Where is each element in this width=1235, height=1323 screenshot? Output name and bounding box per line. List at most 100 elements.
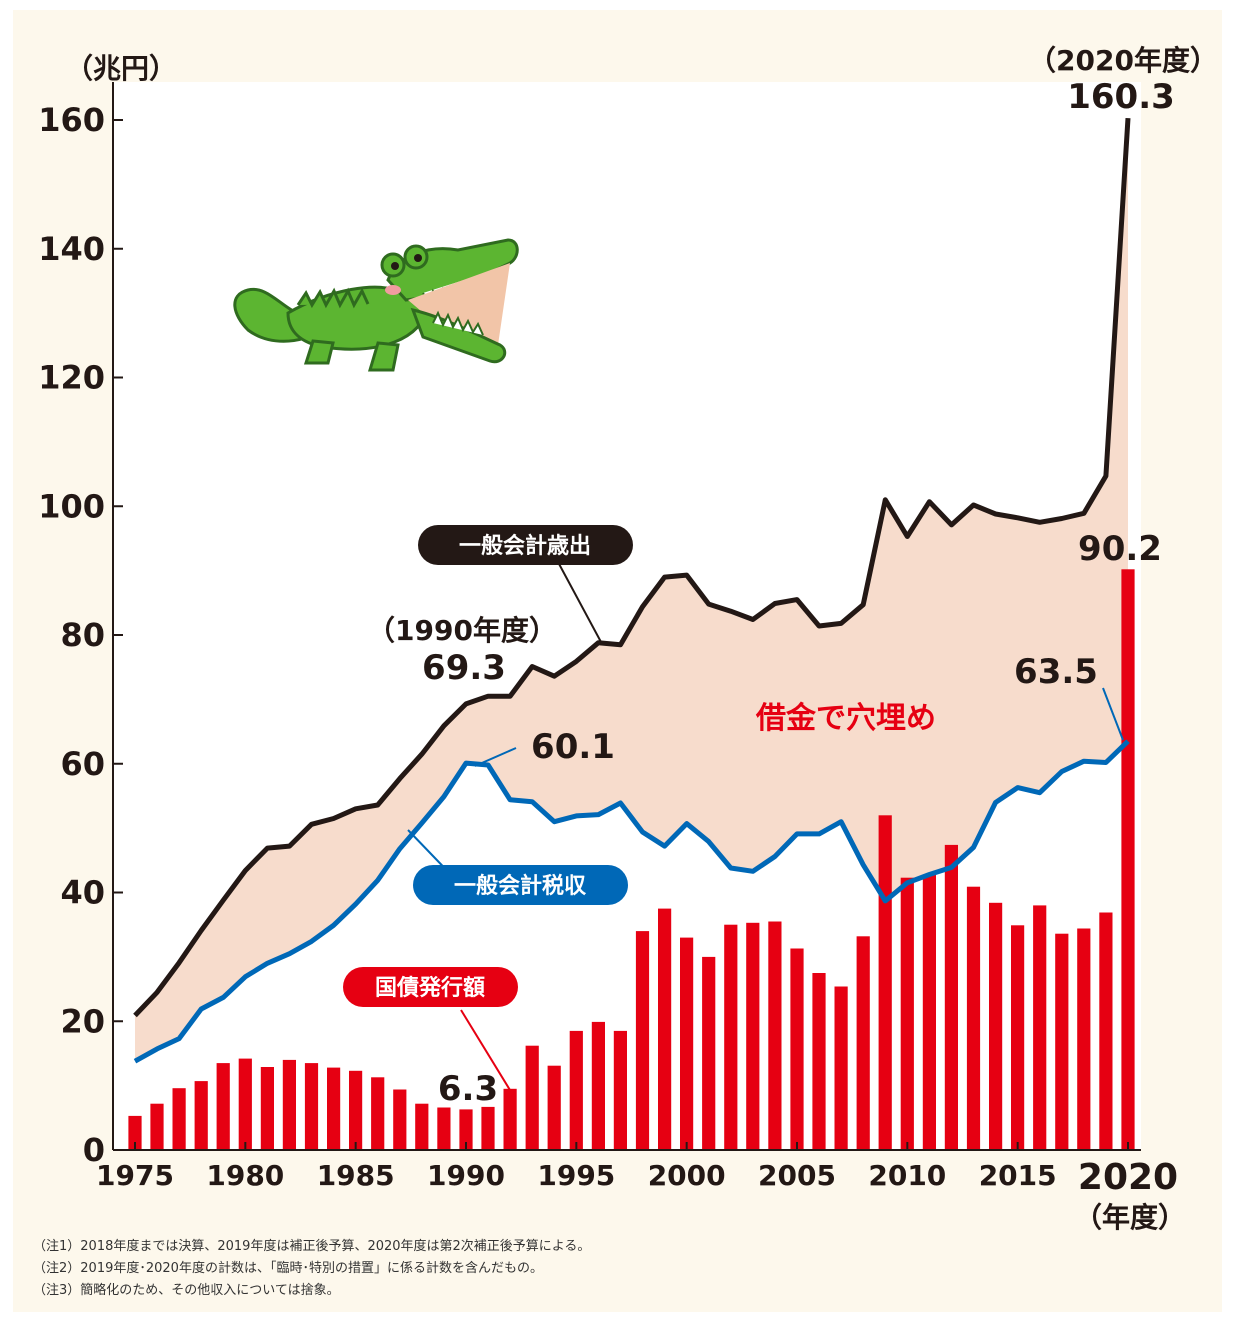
fiscal-chart: 0 20 40 60 80 100 120 140 160 1975 1980 1985 1990 199…: [38, 44, 1218, 1234]
bond-bar-1989: [437, 1107, 451, 1150]
line-layer: [133, 117, 1131, 1064]
bond-bar-2011: [922, 874, 936, 1150]
bond-bar-1987: [393, 1089, 407, 1150]
crocodile-lower-teeth: [432, 310, 484, 336]
footnote-3: （注3）簡略化のため、その他収入については捨象。: [33, 1283, 340, 1298]
y-tick-label-40: 40: [60, 874, 105, 912]
bond-bar-2019: [1099, 912, 1113, 1150]
x-unit-label: （年度）: [1074, 1201, 1186, 1234]
y-tick-label-80: 80: [60, 616, 105, 654]
x-tick-label-2000: 2000: [648, 1159, 726, 1192]
annotation-bond-1990-value: 6.3: [438, 1069, 498, 1109]
bond-bar-1976: [150, 1103, 164, 1150]
chart-frame: 0 20 40 60 80 100 120 140 160 1975 1980 1985 1990 199…: [13, 10, 1222, 1312]
footnotes: （注1）2018年度までは決算、2019年度は補正後予算、2020年度は第2次補…: [33, 1236, 1213, 1302]
bond-bar-2002: [724, 924, 738, 1150]
x-tick-label-1980: 1980: [206, 1159, 284, 1192]
tax-revenue-line: [133, 739, 1130, 1064]
bond-bar-1993: [525, 1045, 539, 1150]
bond-bar-2006: [812, 973, 826, 1150]
bond-bar-1983: [304, 1063, 319, 1150]
x-tick-label-2010: 2010: [868, 1159, 946, 1192]
annotation-bond-2020-value: 90.2: [1078, 529, 1162, 569]
bond-bar-2000: [680, 937, 694, 1150]
legend-bonds: 国債発行額: [343, 967, 518, 1007]
crocodile-pupil-right: [414, 254, 422, 262]
bond-bar-1998: [635, 931, 650, 1150]
gap-fill-label: 借金で穴埋め: [755, 701, 936, 736]
bond-bar-1978: [194, 1081, 208, 1150]
bond-bar-2012: [944, 844, 958, 1150]
legend-bonds-label: 国債発行額: [375, 975, 485, 1001]
expenditure-line: [133, 117, 1131, 1018]
bond-bar-1992: [503, 1088, 517, 1150]
annotation-exp-2020-year: （2020年度）: [1028, 44, 1218, 77]
bond-bar-1994: [547, 1065, 561, 1150]
bond-bar-1980: [238, 1058, 252, 1150]
y-tick-label-60: 60: [60, 745, 105, 783]
bond-bar-2008: [856, 936, 870, 1150]
crocodile-spikes: [296, 287, 370, 309]
bond-bar-1984: [327, 1067, 341, 1150]
bond-bar-2018: [1077, 928, 1091, 1150]
bond-bar-1991: [481, 1106, 495, 1150]
bond-bar-2005: [790, 948, 804, 1150]
y-tick-label-100: 100: [38, 487, 105, 525]
x-tick-label-2005: 2005: [758, 1159, 836, 1192]
bond-bar-2004: [768, 921, 782, 1150]
x-tick-label-1975: 1975: [96, 1159, 174, 1192]
crocodile-mouth: [408, 263, 510, 345]
bond-bar-1988: [415, 1103, 429, 1150]
crocodile-cheek: [385, 285, 401, 295]
legend-tax-pill: [413, 865, 628, 905]
leader-tax-2020: [1102, 687, 1124, 741]
axes: 0 20 40 60 80 100 120 140 160 1975 1980 1985 1990 199…: [38, 82, 1178, 1198]
y-tick-label-0: 0: [83, 1131, 105, 1169]
legend-expenditure-pill: [418, 525, 633, 565]
y-tick-label-160: 160: [38, 101, 105, 139]
legend-bonds-pill: [343, 967, 518, 1007]
legend-tax-label: 一般会計税収: [454, 873, 587, 899]
bond-bar-2013: [966, 886, 981, 1150]
annotation-tax-2020-value: 63.5: [1014, 652, 1098, 692]
bond-bar-1979: [216, 1063, 230, 1150]
bond-bar-1995: [569, 1030, 583, 1150]
bond-bar-1975: [128, 1115, 142, 1150]
bond-bar-2020: [1121, 569, 1135, 1150]
bond-bar-1982: [282, 1059, 296, 1150]
bond-bar-1986: [371, 1077, 385, 1150]
crocodile-front-leg: [367, 341, 400, 372]
bond-bar-2016: [1033, 905, 1047, 1150]
x-tick-label-1985: 1985: [317, 1159, 395, 1192]
bond-bar-1999: [658, 908, 672, 1150]
bond-bar-2009: [878, 815, 892, 1151]
annotation-exp-2020-value: 160.3: [1067, 77, 1175, 117]
x-tick-label-1995: 1995: [537, 1159, 615, 1192]
annotation-exp-1990-value: 69.3: [422, 648, 506, 688]
annotation-tax-1990-value: 60.1: [531, 727, 615, 767]
bond-bar-2001: [702, 956, 716, 1150]
leader-tax-1990: [474, 747, 517, 767]
y-unit-label: （兆円）: [65, 52, 177, 85]
bond-bar-1996: [591, 1021, 605, 1150]
annotation-exp-1990-year: （1990年度）: [367, 614, 557, 647]
bond-bars: [128, 569, 1135, 1151]
footnote-1: （注1）2018年度までは決算、2019年度は補正後予算、2020年度は第2次補…: [33, 1239, 591, 1254]
crocodile-pupil-left: [391, 262, 399, 270]
bond-bar-1985: [349, 1070, 363, 1150]
bond-bar-1997: [613, 1030, 627, 1150]
y-tick-label-120: 120: [38, 359, 105, 397]
x-tick-label-1990: 1990: [427, 1159, 505, 1192]
y-tick-label-140: 140: [38, 230, 105, 268]
crocodile-back-leg: [303, 339, 335, 365]
bond-bar-2010: [900, 877, 914, 1150]
leader-expenditure: [557, 561, 602, 643]
bond-bar-2014: [989, 902, 1003, 1150]
leader-bonds: [460, 1009, 514, 1096]
crocodile-illustration: [233, 238, 519, 372]
bond-bar-2007: [834, 986, 848, 1150]
bond-bar-1977: [172, 1088, 186, 1150]
legend-tax: 一般会計税収: [413, 865, 628, 905]
bond-bar-1990: [459, 1109, 473, 1150]
x-tick-label-2015: 2015: [979, 1159, 1057, 1192]
